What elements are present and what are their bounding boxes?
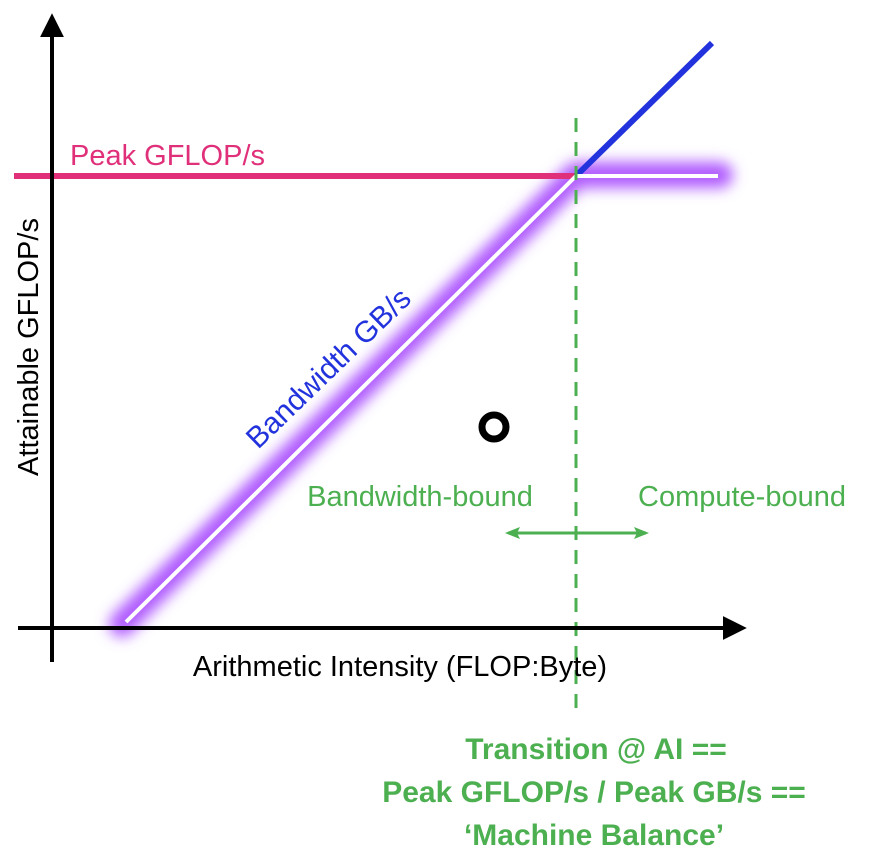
compute-bound-label: Compute-bound [638,481,846,513]
transition-line-3: ‘Machine Balance’ [464,819,724,852]
roofline-glow [109,162,733,637]
roofline-line [124,174,718,624]
x-axis-label: Arithmetic Intensity (FLOP:Byte) [193,651,607,683]
transition-line-2: Peak GFLOP/s / Peak GB/s == [382,776,806,809]
bandwidth-extension-line [573,40,715,179]
data-point [478,411,510,443]
y-axis-label: Attainable GFLOP/s [13,218,45,476]
bandwidth-bound-label: Bandwidth-bound [307,481,533,513]
transition-line-1: Transition @ AI == [465,733,727,766]
peak-gflops-label: Peak GFLOP/s [70,140,265,172]
